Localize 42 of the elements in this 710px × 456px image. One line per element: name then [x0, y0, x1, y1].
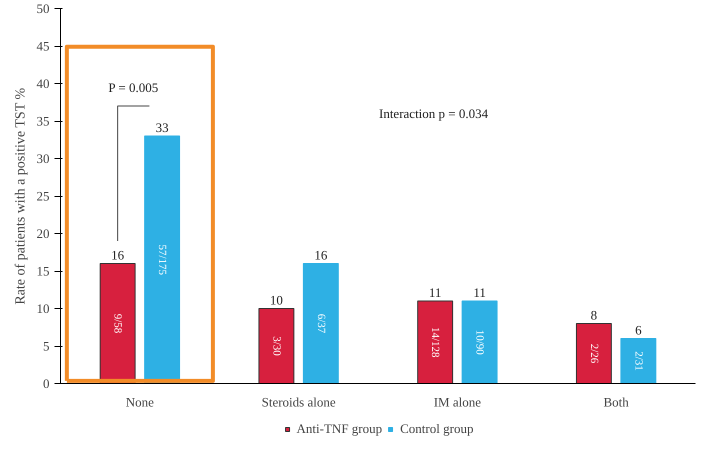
bar — [462, 300, 498, 384]
legend-label: Control group — [400, 421, 474, 437]
y-tick-label: 25 — [36, 188, 50, 204]
x-tick-label: Both — [603, 394, 630, 410]
x-tick-label: Steroids alone — [262, 394, 336, 410]
y-axis-title: Rate of patients with a positive TST % — [14, 87, 28, 305]
x-tick-label: IM alone — [434, 394, 482, 410]
bar — [258, 308, 294, 384]
data-label: 11 — [428, 285, 442, 300]
annotation: 2/31 — [632, 351, 644, 371]
data-label: 33 — [156, 120, 169, 135]
annotation: 14/128 — [429, 326, 442, 358]
legend-label: Anti-TNF group — [296, 421, 382, 437]
bar — [620, 338, 656, 384]
data-label: 6 — [635, 322, 642, 338]
annotation: 3/30 — [270, 336, 282, 356]
annotation: 2/26 — [588, 344, 600, 364]
bar — [576, 323, 612, 384]
data-label: 10 — [270, 292, 283, 308]
y-tick-label: 20 — [36, 226, 50, 241]
y-tick-label: 15 — [36, 264, 50, 278]
y-tick-label: 5 — [43, 338, 50, 354]
data-label: 16 — [111, 248, 125, 262]
data-label: 8 — [590, 308, 598, 322]
annotation: 9/58 — [112, 314, 124, 334]
annotation: Interaction p = 0.034 — [378, 106, 489, 121]
y-tick-label: 30 — [36, 151, 50, 166]
annotation: 10/90 — [474, 330, 486, 356]
annotation: 57/175 — [156, 244, 168, 276]
annotation: 6/37 — [314, 314, 327, 334]
data-label: 16 — [314, 248, 328, 262]
data-label: 11 — [473, 285, 486, 300]
y-tick-label: 50 — [36, 1, 50, 16]
bar — [302, 263, 339, 384]
bar — [417, 300, 454, 384]
annotation: P = 0.005 — [108, 80, 158, 95]
y-tick-label: 0 — [43, 376, 50, 391]
y-tick-label: 45 — [36, 38, 50, 54]
y-tick-label: 40 — [36, 76, 50, 91]
y-tick-label: 10 — [36, 301, 50, 316]
y-tick-label: 35 — [36, 114, 50, 128]
x-tick-label: None — [126, 394, 154, 410]
